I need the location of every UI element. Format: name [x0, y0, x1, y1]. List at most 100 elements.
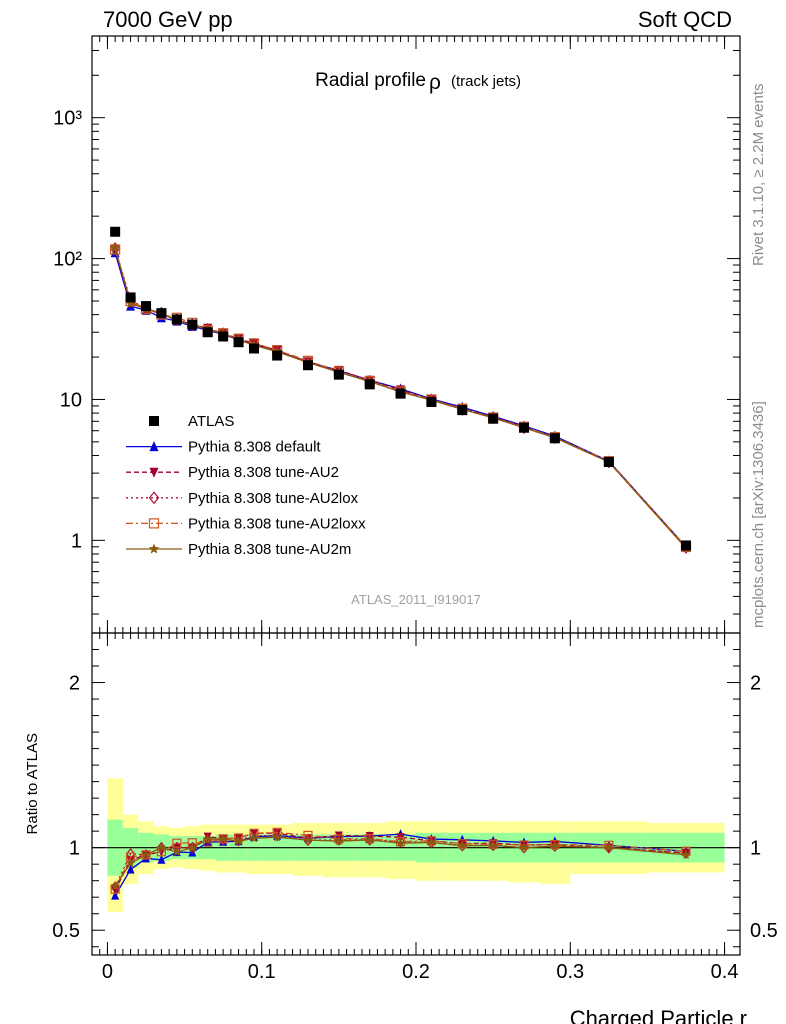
legend-entry-atlas: ATLAS — [149, 413, 234, 430]
pythia-8-308-tune-au2lox-ratio-point — [681, 847, 691, 860]
ratio-y-axis-label: Ratio to ATLAS — [24, 733, 41, 834]
pythia-8-308-tune-au2loxx-ratio-line — [114, 831, 687, 890]
chart-title-suffix: (track jets) — [451, 73, 521, 90]
pythia-8-308-tune-au2m-ratio-point — [426, 837, 437, 847]
atlas-data-point — [110, 226, 121, 237]
atlas-data-point — [364, 379, 375, 390]
pythia-8-308-tune-au2m-ratio-point — [303, 835, 313, 845]
legend-marker — [149, 441, 159, 452]
legend-entry-pythia-8-308-tune-au2m: Pythia 8.308 tune-AU2m — [126, 541, 351, 558]
pythia-8-308-tune-au2loxx-line — [114, 249, 687, 548]
atlas-data-point — [249, 343, 259, 354]
legend-entry-pythia-8-308-tune-au2lox: Pythia 8.308 tune-AU2lox — [126, 490, 359, 507]
pythia-8-308-tune-au2m-ratio-point — [187, 842, 198, 852]
pythia-8-308-tune-au2m-ratio-point — [172, 847, 182, 857]
legend-label: Pythia 8.308 default — [188, 439, 321, 456]
pythia-8-308-tune-au2m-ratio-point — [364, 834, 375, 844]
pythia-8-308-tune-au2m-ratio-point — [125, 858, 136, 868]
pythia-8-308-tune-au2m-ratio-point — [156, 842, 167, 852]
atlas-data-point — [457, 405, 468, 416]
pythia-8-308-tune-au2-ratio-point — [334, 831, 343, 841]
pythia-8-308-tune-au2m-ratio-point — [488, 840, 498, 850]
pythia-8-308-tune-au2m-ratio-point — [233, 836, 244, 846]
pythia-8-308-tune-au2loxx-ratio-point — [426, 836, 437, 846]
legend-entry-pythia-8-308-tune-au2: Pythia 8.308 tune-AU2 — [126, 464, 339, 481]
y-tick-label: 1 — [71, 530, 82, 552]
pythia-8-308-tune-au2m-ratio-point — [604, 842, 614, 852]
x-tick-label: 0.4 — [711, 961, 739, 983]
ratio-frame — [91, 632, 741, 956]
atlas-data-point — [519, 422, 529, 433]
pythia-8-308-default-ratio-line — [114, 833, 687, 896]
pythia-8-308-tune-au2m-ratio-point — [395, 838, 406, 848]
atlas-data-point — [233, 337, 244, 348]
atlas-data-point — [333, 369, 344, 380]
atlas-data-point — [218, 331, 229, 342]
main-series — [109, 226, 692, 554]
legend-marker — [148, 543, 160, 554]
legend-marker — [149, 416, 159, 426]
ratio-tick-label-left: 2 — [69, 673, 80, 695]
legend-entry-pythia-8-308-default: Pythia 8.308 default — [126, 439, 321, 456]
x-tick-label: 0 — [102, 961, 113, 983]
legend-label: Pythia 8.308 tune-AU2lox — [188, 490, 359, 507]
pythia-8-308-tune-au2lox-ratio-point — [272, 829, 282, 842]
ratio-tick-label-right: 0.5 — [750, 920, 778, 942]
atlas-data-point — [549, 433, 560, 444]
pythia-8-308-tune-au2m-ratio-point — [334, 836, 344, 846]
y-tick-label: 10 — [60, 389, 82, 411]
pythia-8-308-default-ratio-point — [126, 864, 135, 874]
x-tick-label: 0.1 — [248, 961, 276, 983]
legend-label: Pythia 8.308 tune-AU2m — [188, 541, 351, 558]
legend-marker — [148, 491, 160, 505]
legend-entry-pythia-8-308-tune-au2loxx: Pythia 8.308 tune-AU2loxx — [126, 515, 366, 532]
pythia-8-308-tune-au2m-ratio-point — [550, 841, 560, 851]
y-tick-label: 10² — [53, 249, 82, 271]
atlas-data-point — [603, 456, 614, 467]
x-tick-label: 0.2 — [402, 961, 430, 983]
atlas-data-point — [272, 350, 283, 361]
ratio-tick-label-left: 1 — [69, 838, 80, 860]
chart-title-symbol: ρ — [429, 71, 441, 94]
pythia-8-308-tune-au2m-ratio-point — [249, 833, 259, 843]
atlas-data-point — [141, 301, 151, 312]
pythia-8-308-tune-au2m-point — [125, 297, 136, 308]
pythia-8-308-tune-au2m-ratio-point — [272, 832, 282, 842]
energy-label: 7000 GeV pp — [103, 7, 233, 32]
legend: ATLAS Pythia 8.308 default Pythia 8.308 tu… — [126, 413, 366, 558]
pythia-8-308-tune-au2m-line — [114, 247, 687, 549]
legend-label: Pythia 8.308 tune-AU2 — [188, 464, 339, 481]
pythia-8-308-tune-au2m-ratio-point — [110, 881, 120, 891]
atlas-data-point — [171, 314, 182, 325]
legend-marker — [148, 518, 160, 529]
y-tick-label: 10³ — [53, 108, 82, 130]
atlas-data-point — [681, 540, 691, 551]
atlas-data-point — [125, 292, 136, 303]
ratio-tick-label-right: 1 — [750, 838, 761, 860]
atlas-data-point — [156, 308, 167, 319]
analysis-watermark: ATLAS_2011_I919017 — [351, 592, 481, 607]
x-axis-label: Charged Particle r — [570, 1006, 747, 1024]
pythia-8-308-tune-au2lox-ratio-point — [233, 834, 244, 847]
pythia-8-308-tune-au2m-ratio-point — [218, 833, 228, 843]
pythia-8-308-tune-au2m-ratio-point — [141, 849, 151, 859]
atlas-data-point — [303, 360, 313, 371]
atlas-data-point — [202, 327, 213, 338]
x-tick-label: 0.3 — [556, 961, 584, 983]
axes: 0 0.1 0.2 0.3 0.4 1 10 10² 10³ 0.5 0.5 1 1 2 2 — [52, 36, 778, 983]
atlas-data-point — [395, 388, 406, 399]
atlas-data-point — [187, 319, 198, 330]
pythia-8-308-tune-au2m-ratio-point — [457, 840, 468, 850]
chart-title: Radial profile — [315, 70, 426, 91]
atlas-data-point — [426, 396, 437, 407]
legend-label: Pythia 8.308 tune-AU2loxx — [188, 515, 366, 532]
pythia-8-308-tune-au2m-ratio-point — [519, 842, 529, 852]
ratio-tick-label-left: 0.5 — [52, 920, 80, 942]
pythia-8-308-tune-au2m-ratio-point — [202, 834, 213, 844]
pythia-8-308-tune-au2m-ratio-line — [114, 836, 687, 887]
ratio-plot-area — [91, 632, 741, 956]
ratio-series — [110, 827, 691, 900]
pythia-8-308-tune-au2lox-ratio-point — [395, 835, 406, 848]
process-label: Soft QCD — [637, 7, 732, 32]
